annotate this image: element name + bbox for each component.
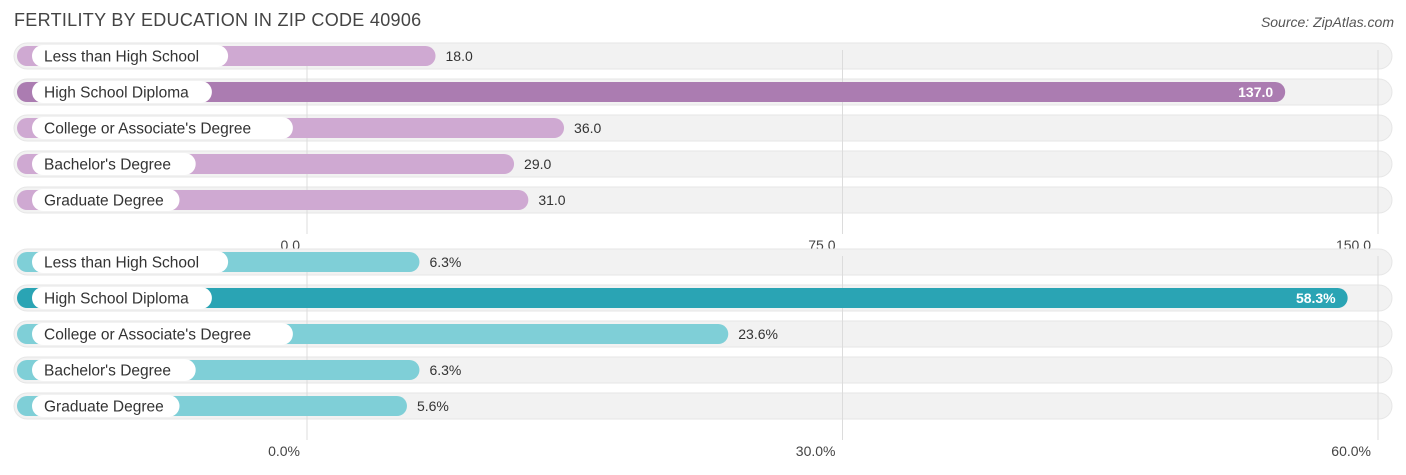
category-label: Less than High School xyxy=(44,49,199,66)
value-label: 36.0 xyxy=(574,120,601,136)
value-label: 23.6% xyxy=(738,326,778,342)
bar xyxy=(17,82,1286,102)
category-label-pill xyxy=(32,395,180,417)
chart-title: FERTILITY BY EDUCATION IN ZIP CODE 40906 xyxy=(14,10,422,30)
category-label: High School Diploma xyxy=(44,85,189,102)
value-label: 6.3% xyxy=(429,362,461,378)
value-label: 6.3% xyxy=(429,254,461,270)
tick-label: 30.0% xyxy=(796,443,836,459)
value-label: 29.0 xyxy=(524,156,551,172)
category-label-pill xyxy=(32,251,229,273)
category-label: College or Associate's Degree xyxy=(44,327,251,344)
category-label: Bachelor's Degree xyxy=(44,363,171,380)
value-label: 58.3% xyxy=(1296,290,1336,306)
category-label: College or Associate's Degree xyxy=(44,121,251,138)
bar xyxy=(17,288,1348,308)
tick-label: 60.0% xyxy=(1331,443,1371,459)
category-label-pill xyxy=(32,287,212,309)
category-label-pill xyxy=(32,81,212,103)
category-label: Less than High School xyxy=(44,255,199,272)
category-label-pill xyxy=(32,189,180,211)
source-label: Source: ZipAtlas.com xyxy=(1260,14,1394,30)
category-label-pill xyxy=(32,153,196,175)
category-label-pill xyxy=(32,117,293,139)
category-label-pill xyxy=(32,323,293,345)
category-label: Graduate Degree xyxy=(44,399,164,416)
category-label-pill xyxy=(32,359,196,381)
value-label: 31.0 xyxy=(538,192,565,208)
value-label: 18.0 xyxy=(446,48,473,64)
category-label: High School Diploma xyxy=(44,291,189,308)
category-label-pill xyxy=(32,45,229,67)
value-label: 5.6% xyxy=(417,398,449,414)
category-label: Graduate Degree xyxy=(44,193,164,210)
value-label: 137.0 xyxy=(1238,84,1273,100)
category-label: Bachelor's Degree xyxy=(44,157,171,174)
tick-label: 0.0% xyxy=(268,443,300,459)
